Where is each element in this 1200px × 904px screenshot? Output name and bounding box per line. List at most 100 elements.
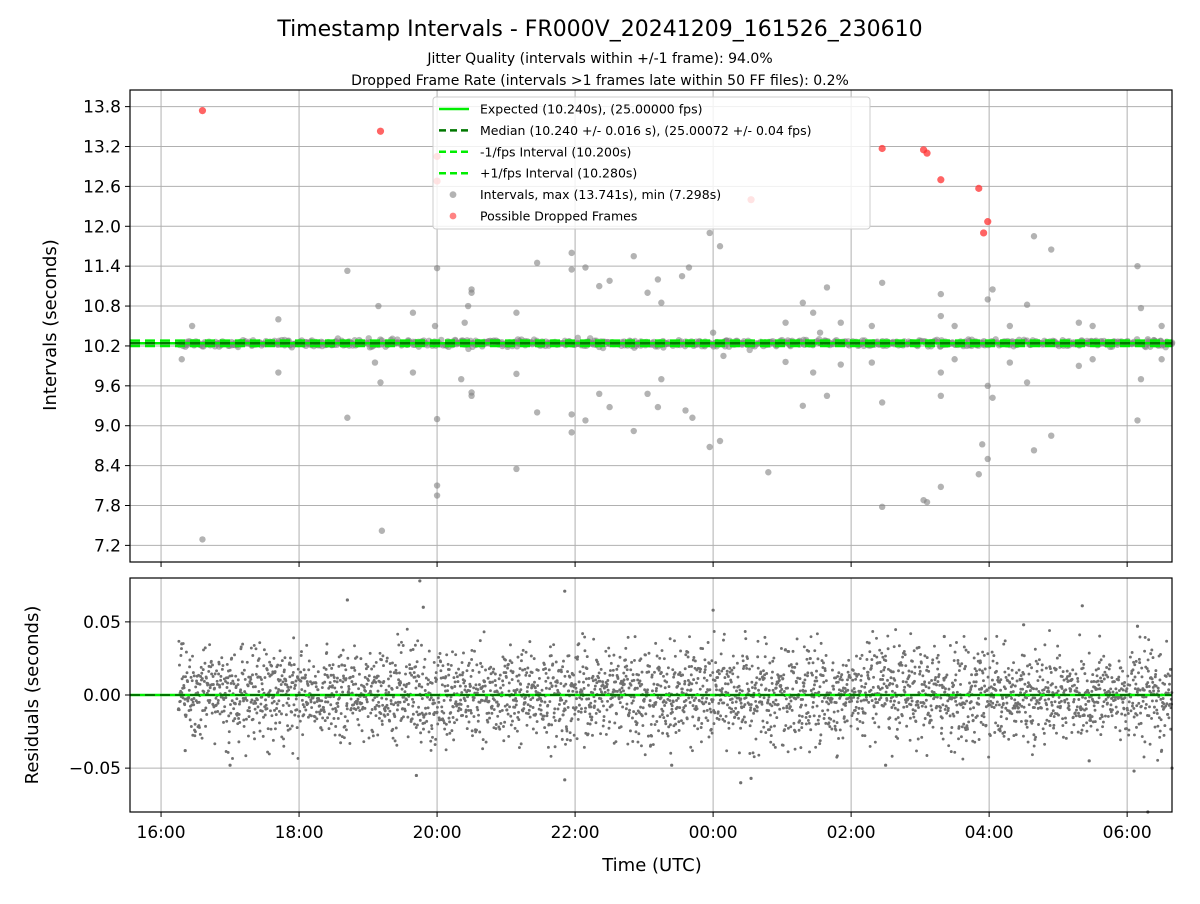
residual-point (1166, 712, 1170, 716)
residual-point (990, 678, 994, 682)
residual-point (583, 649, 587, 653)
residual-point (526, 685, 529, 689)
residual-point (506, 712, 510, 716)
residual-point (651, 714, 655, 718)
residual-point (565, 729, 569, 733)
residual-point (981, 671, 985, 675)
residual-point (530, 686, 534, 690)
residual-point (303, 689, 307, 693)
residual-point (782, 690, 786, 693)
residual-point (856, 727, 860, 731)
residual-point (861, 734, 865, 737)
residual-point (818, 742, 822, 746)
residual-point (806, 718, 810, 722)
residual-point (923, 680, 927, 684)
residual-point (704, 700, 708, 704)
residual-point (1030, 721, 1034, 725)
residual-point (708, 688, 712, 692)
residual-point (295, 726, 299, 730)
residual-point (800, 726, 804, 730)
residual-point (867, 677, 871, 681)
residual-point (867, 700, 871, 704)
residual-point (1042, 688, 1046, 692)
residual-point (1122, 707, 1126, 711)
residual-point (502, 725, 505, 728)
residual-point (679, 719, 683, 723)
residual-point (855, 717, 859, 721)
residual-point (1009, 690, 1013, 694)
residual-point (748, 752, 752, 755)
residual-point (754, 699, 758, 703)
residual-point (300, 688, 304, 691)
residual-point (393, 739, 397, 743)
residual-point (830, 668, 834, 672)
residual-point (232, 707, 236, 711)
residual-point (1061, 717, 1065, 721)
residual-point (992, 654, 996, 658)
residual-point (388, 719, 392, 723)
residual-point (981, 650, 985, 654)
residual-point (519, 742, 523, 746)
residual-point (211, 675, 215, 678)
residual-point (767, 695, 771, 699)
residual-point (495, 690, 499, 694)
residual-point (1135, 725, 1138, 729)
residual-point (985, 688, 989, 692)
residual-point (957, 737, 960, 741)
residual-point (1079, 705, 1082, 709)
residual-point (228, 689, 232, 693)
interval-point (984, 455, 991, 463)
residual-point (957, 725, 961, 729)
residual-point (1163, 682, 1167, 686)
residual-point (594, 711, 598, 715)
residual-point (357, 672, 361, 676)
residual-point (327, 712, 331, 716)
residual-point (237, 740, 241, 744)
residual-point (808, 657, 812, 660)
interval-point (630, 427, 637, 435)
residual-point (341, 680, 345, 684)
residual-point (999, 715, 1003, 719)
residual-point (524, 650, 528, 654)
residual-point (630, 701, 634, 705)
residual-point (891, 682, 895, 686)
residual-point (815, 704, 819, 708)
residual-point (737, 716, 740, 720)
residual-point (384, 697, 388, 701)
interval-point (375, 302, 382, 310)
residual-point (962, 645, 966, 649)
residual-point (1132, 733, 1136, 737)
residual-point (1017, 706, 1020, 710)
residual-point (890, 754, 894, 758)
residual-point (233, 653, 236, 657)
residual-point (786, 726, 790, 730)
residual-point (340, 663, 344, 667)
residuals-y-tick-label: 0.00 (83, 686, 121, 706)
intervals-y-tick-label: 9.0 (94, 417, 121, 437)
residual-point (385, 659, 389, 663)
residual-point (937, 660, 941, 664)
residual-point (675, 705, 679, 709)
residual-point (834, 728, 838, 732)
residual-point (954, 673, 958, 677)
residual-point (395, 671, 398, 675)
interval-point (716, 243, 724, 250)
residual-point (990, 705, 994, 709)
residual-point (217, 662, 221, 666)
residual-point (251, 717, 255, 721)
residual-point (515, 729, 519, 733)
residual-point (455, 718, 459, 722)
residual-point (422, 727, 425, 731)
residual-point (876, 701, 880, 704)
residual-point (339, 653, 343, 657)
residual-point (801, 697, 805, 701)
residual-point (1005, 717, 1009, 721)
residual-point (322, 710, 326, 714)
residual-point (182, 683, 186, 687)
interval-point (513, 309, 520, 316)
residual-point (598, 679, 602, 683)
residual-point (1055, 731, 1058, 735)
residual-point (736, 675, 740, 679)
residual-point (564, 699, 568, 703)
residual-point (813, 649, 817, 653)
